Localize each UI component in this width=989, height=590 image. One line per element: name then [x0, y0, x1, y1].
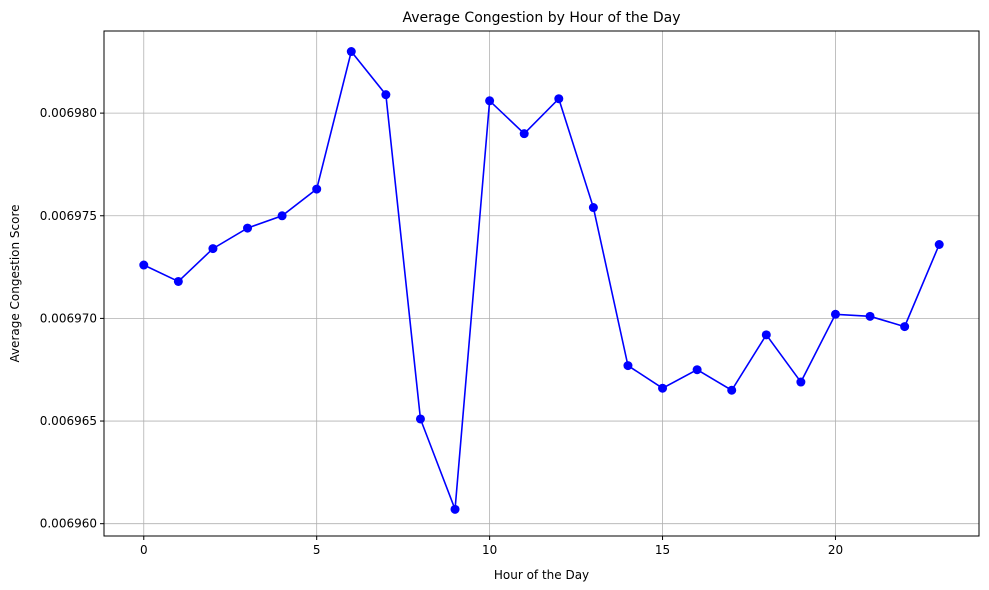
data-point [623, 361, 633, 371]
data-point [346, 47, 356, 57]
data-point [692, 365, 702, 375]
data-point [727, 385, 737, 395]
data-point [934, 239, 944, 249]
data-point [865, 311, 875, 321]
x-axis-label: Hour of the Day [494, 568, 589, 582]
data-point [900, 322, 910, 332]
y-tick-label: 0.006975 [40, 209, 97, 223]
x-tick-label: 20 [828, 543, 843, 557]
data-point [312, 184, 322, 194]
y-tick-label: 0.006960 [40, 517, 97, 531]
data-point [381, 90, 391, 100]
data-point [208, 244, 218, 254]
series-line [143, 49, 940, 510]
data-point [761, 330, 771, 340]
data-point [173, 276, 183, 286]
chart-title: Average Congestion by Hour of the Day [402, 10, 680, 26]
plot-frame [103, 30, 980, 537]
y-tick-label: 0.006970 [40, 311, 97, 325]
axis-ticks: 0 5 10 15 20 0.006960 0.006965 0.006970 0.006975… [40, 106, 843, 557]
data-point [796, 377, 806, 387]
data-point [243, 223, 253, 233]
x-tick-label: 15 [655, 543, 670, 557]
data-point [519, 129, 529, 139]
y-axis-label: Average Congestion Score [8, 204, 22, 362]
data-point [830, 309, 840, 319]
data-point [450, 504, 460, 514]
data-point [658, 383, 668, 393]
data-point [554, 94, 564, 104]
data-point [485, 96, 495, 106]
y-tick-label: 0.006980 [40, 106, 97, 120]
y-tick-label: 0.006965 [40, 414, 97, 428]
x-tick-label: 0 [140, 543, 148, 557]
data-point [415, 414, 425, 424]
x-tick-label: 5 [313, 543, 321, 557]
plot-series [139, 47, 944, 514]
x-tick-label: 10 [482, 543, 497, 557]
data-point [588, 203, 598, 213]
data-point [139, 260, 149, 270]
grid-lines [104, 31, 979, 536]
data-point [277, 211, 287, 221]
